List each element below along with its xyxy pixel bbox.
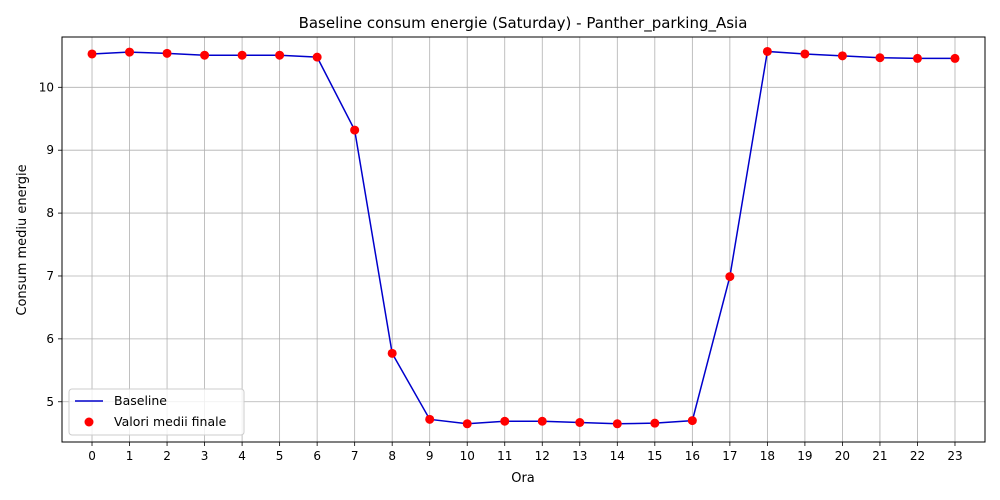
x-tick-label: 0 — [88, 449, 96, 463]
data-point — [275, 50, 285, 60]
data-point — [687, 416, 697, 426]
baseline-series — [91, 50, 955, 425]
data-point — [350, 125, 360, 135]
baseline-line — [91, 50, 955, 425]
plot-frame — [61, 36, 986, 443]
data-point — [725, 272, 735, 282]
data-point — [575, 418, 585, 428]
data-point — [87, 49, 97, 59]
data-point — [762, 46, 772, 56]
data-point — [125, 47, 135, 57]
data-point — [162, 48, 172, 58]
legend-baseline-label: Baseline — [114, 393, 167, 408]
x-tick-label: 16 — [685, 449, 700, 463]
x-axis-label: Ora — [511, 471, 535, 486]
chart-title: Baseline consum energie (Saturday) - Pan… — [299, 14, 748, 33]
y-tick-label: 7 — [46, 269, 54, 283]
x-tick-label: 7 — [351, 449, 359, 463]
legend-box — [68, 388, 245, 436]
x-tick-label: 22 — [910, 449, 925, 463]
data-point — [800, 49, 810, 59]
x-tick-label: 13 — [572, 449, 587, 463]
x-tick-label: 1 — [126, 449, 134, 463]
data-point — [462, 419, 472, 429]
data-point — [425, 414, 435, 424]
data-point — [875, 53, 885, 63]
data-point — [650, 418, 660, 428]
x-tick-label: 2 — [163, 449, 171, 463]
x-tick-label: 6 — [313, 449, 321, 463]
data-point — [950, 53, 960, 63]
legend-valori-medii-label: Valori medii finale — [114, 414, 227, 429]
data-point — [237, 50, 247, 60]
data-point — [500, 416, 510, 426]
data-point — [912, 53, 922, 63]
x-tick-label: 18 — [760, 449, 775, 463]
x-tick-label: 4 — [238, 449, 246, 463]
x-tick-label: 14 — [610, 449, 625, 463]
y-tick-label: 6 — [46, 332, 54, 346]
y-tick-label: 9 — [46, 143, 54, 157]
x-tick-label: 15 — [647, 449, 662, 463]
y-tick-label: 8 — [46, 206, 54, 220]
x-tick-label: 19 — [797, 449, 812, 463]
legend: Baseline Valori medii finale — [68, 388, 245, 436]
legend-valori-medii-swatch — [84, 417, 94, 427]
x-tick-label: 9 — [426, 449, 434, 463]
data-point — [537, 416, 547, 426]
y-axis-ticks: 5 6 7 8 9 10 — [39, 80, 62, 409]
x-tick-label: 23 — [947, 449, 962, 463]
grid-lines — [62, 37, 985, 442]
x-tick-label: 21 — [872, 449, 887, 463]
x-tick-label: 20 — [835, 449, 850, 463]
x-tick-label: 10 — [460, 449, 475, 463]
data-point — [837, 51, 847, 61]
data-point — [200, 50, 210, 60]
x-tick-label: 12 — [535, 449, 550, 463]
x-axis-ticks: 0 1 2 3 4 5 6 7 8 9 10 11 12 13 14 15 16 17 18 19 20 21 22 23 — [88, 442, 963, 463]
y-tick-label: 10 — [39, 80, 54, 94]
data-point — [312, 52, 322, 62]
data-point — [387, 348, 397, 358]
valori-medii-series — [87, 46, 960, 429]
y-axis-label: Consum mediu energie — [15, 164, 30, 315]
x-tick-label: 3 — [201, 449, 209, 463]
data-point — [612, 419, 622, 429]
x-tick-label: 11 — [497, 449, 512, 463]
x-tick-label: 5 — [276, 449, 284, 463]
y-tick-label: 5 — [46, 395, 54, 409]
x-tick-label: 17 — [722, 449, 737, 463]
x-tick-label: 8 — [388, 449, 396, 463]
